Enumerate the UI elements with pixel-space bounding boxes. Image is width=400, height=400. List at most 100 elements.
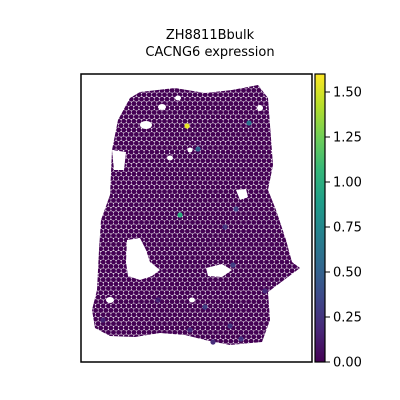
tissue-spot	[218, 259, 224, 265]
tissue-spot	[182, 250, 188, 256]
tissue-spot	[258, 277, 264, 283]
tissue-spot	[187, 180, 193, 186]
tissue-spot	[238, 180, 244, 186]
tissue-spot	[197, 189, 203, 195]
tissue-spot	[86, 277, 91, 282]
tissue-spot	[248, 215, 254, 221]
tissue-spot	[235, 149, 241, 155]
tissue-spot	[241, 114, 246, 120]
tissue-spot	[264, 145, 269, 151]
tissue-spot	[228, 312, 234, 318]
tissue-spot	[197, 109, 203, 115]
tissue-spot	[118, 202, 124, 208]
tissue-spot	[297, 325, 300, 331]
tissue-spot	[121, 85, 127, 89]
tissue-spot	[116, 145, 122, 151]
tissue-spot	[225, 272, 231, 278]
tissue-spot	[230, 167, 236, 173]
tissue-spot	[116, 250, 122, 256]
tissue-spot	[159, 281, 165, 287]
tissue-spot	[174, 158, 180, 164]
tissue-spot	[269, 329, 275, 335]
tissue-spot	[274, 321, 280, 327]
tissue-spot	[195, 131, 201, 137]
tissue-spot	[289, 241, 295, 247]
tissue-spot	[210, 149, 216, 155]
hole-mid-2	[187, 147, 193, 153]
tissue-spot	[248, 101, 254, 107]
tissue-spot	[299, 189, 300, 195]
tissue-spot	[182, 127, 188, 133]
tissue-spot	[256, 255, 262, 261]
tissue-spot	[169, 290, 175, 296]
tissue-spot	[131, 136, 137, 142]
tissue-spot	[281, 131, 287, 137]
tissue-spot	[246, 131, 252, 137]
tissue-spot	[251, 193, 257, 199]
tissue-spot	[284, 85, 290, 89]
tissue-spot	[289, 92, 295, 98]
tissue-spot	[92, 343, 93, 345]
tissue-spot	[266, 299, 272, 305]
tissue-spot	[215, 255, 221, 261]
tissue-spot	[197, 268, 203, 274]
tissue-spot	[235, 202, 241, 208]
tissue-spot	[286, 193, 292, 199]
tissue-spot	[269, 85, 275, 89]
tissue-spot	[264, 153, 269, 159]
tissue-spot	[184, 219, 190, 225]
tissue-spot	[159, 228, 165, 234]
tissue-spot	[177, 136, 183, 142]
tissue-spot	[92, 153, 96, 159]
tissue-spot	[172, 241, 178, 247]
tissue-spot	[233, 294, 239, 300]
tissue-spot	[297, 228, 300, 234]
tissue-spot	[205, 316, 211, 322]
tissue-spot	[139, 334, 144, 340]
tissue-spot	[136, 285, 142, 291]
tissue-spot	[223, 197, 229, 203]
tissue-spot	[218, 85, 224, 89]
tissue-spot	[197, 277, 203, 283]
tissue-spot	[213, 294, 218, 300]
tissue-spot	[258, 250, 264, 256]
tissue-spot	[223, 303, 229, 309]
tissue-spot	[126, 277, 132, 283]
tissue-spot	[266, 334, 272, 340]
tissue-spot	[105, 285, 111, 291]
tissue-spot	[200, 281, 206, 287]
tissue-spot	[218, 145, 224, 151]
tissue-spot	[98, 202, 104, 208]
tissue-spot	[269, 285, 275, 291]
tissue-spot	[297, 211, 300, 217]
tissue-spot	[182, 294, 188, 300]
tissue-spot	[292, 175, 298, 181]
tissue-spot	[299, 127, 300, 133]
tissue-spot	[271, 184, 277, 190]
tissue-spot	[215, 343, 221, 345]
tissue-spot	[230, 290, 236, 296]
tissue-spot	[187, 162, 193, 168]
tissue-spot	[179, 334, 185, 340]
tissue-spot	[213, 303, 218, 309]
tissue-spot	[202, 285, 208, 291]
tissue-spot	[274, 259, 280, 265]
tissue-spot	[100, 197, 106, 203]
tissue-spot	[266, 219, 272, 225]
tissue-spot	[151, 250, 157, 256]
tissue-spot	[156, 277, 162, 283]
tissue-spot	[276, 255, 282, 261]
tissue-spot	[179, 149, 185, 155]
tissue-spot	[220, 175, 226, 181]
tissue-spot	[251, 228, 257, 234]
tissue-spot	[299, 285, 300, 291]
tissue-spot	[162, 153, 167, 159]
tissue-spot	[169, 343, 175, 345]
tissue-spot	[190, 263, 195, 269]
tissue-spot	[151, 338, 157, 344]
tissue-spot	[187, 321, 193, 327]
tissue-spot	[156, 259, 162, 265]
tissue-spot	[241, 290, 246, 296]
tissue-spot	[269, 118, 275, 124]
tissue-spot	[156, 233, 162, 239]
